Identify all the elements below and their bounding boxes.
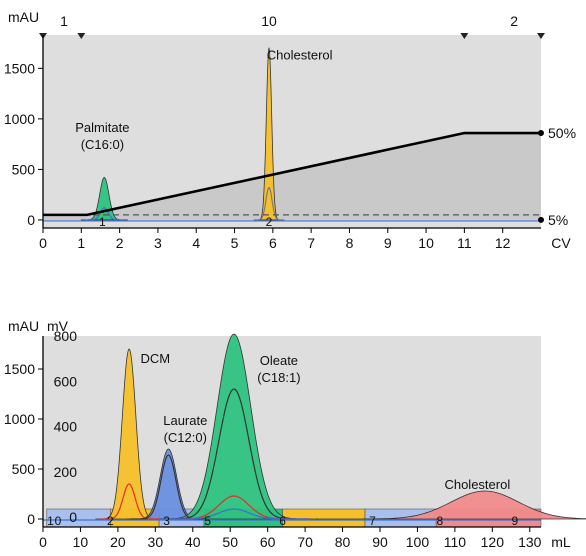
chart1-y-unit: mAU [8, 9, 39, 25]
chart2-y2-tick-label: 200 [54, 464, 78, 480]
chart2-peak-cholesterol [316, 490, 586, 520]
chart2-y2-tick-label: 800 [54, 328, 78, 344]
chart1-top-marker-label: 10 [261, 13, 277, 29]
chart2-fraction-label: 0 [55, 514, 62, 528]
chart2-x-tick-label: 30 [148, 534, 164, 550]
chart2-peak-label: Laurate [163, 413, 207, 428]
chart1-x-tick-label: 0 [39, 235, 47, 251]
chart2-y-tick-label: 1000 [4, 411, 35, 427]
chart1-fraction-label: 2 [266, 215, 273, 229]
chart1-baseline-end-dot [538, 216, 544, 223]
chart2-y2-unit: mV [47, 318, 69, 334]
chart1-peak-label: Palmitate [75, 120, 129, 135]
chart1-x-tick-label: 2 [116, 235, 124, 251]
chart1-inner-trace [85, 207, 124, 221]
chart1-x-axis-label: CV [551, 235, 571, 251]
chart2-fraction-label: 9 [511, 514, 518, 528]
chart1-x-tick-label: 5 [231, 235, 239, 251]
chart2-x-tick-label: 10 [73, 534, 89, 550]
chart1-group [38, 33, 545, 233]
chart1-x-tick-label: 12 [495, 235, 511, 251]
chart1-marker-triangle [537, 33, 545, 39]
chart1-x-tick-label: 11 [457, 235, 472, 251]
chart2-y-unit: mAU [8, 318, 39, 334]
chart1-marker-triangle [460, 33, 469, 39]
chart1-x-tick-label: 10 [418, 235, 434, 251]
chart2-fraction-label: 7 [369, 514, 376, 528]
chart2-peak-sublabel: (C18:1) [257, 370, 300, 385]
chart2-fraction-band [282, 508, 366, 528]
chart2-y-tick-label: 1500 [4, 361, 35, 377]
chart2-inner-trace [159, 508, 309, 520]
chart1-gradient-low-label: 5% [548, 212, 568, 228]
chart1-gradient-end-dot [538, 130, 544, 137]
chart1-peak-sublabel: (C16:0) [81, 137, 124, 152]
chart2-y-tick-label: 0 [27, 511, 35, 527]
chart2-fraction-label: 3 [163, 514, 170, 528]
chart2-fraction-label: 1 [47, 514, 54, 528]
chart2-y2-tick-label: 600 [54, 373, 78, 389]
chart1-x-tick-label: 8 [346, 235, 354, 251]
chart1-y-tick-label: 1000 [4, 111, 35, 127]
chart2-x-tick-label: 40 [185, 534, 201, 550]
chart2-x-tick-label: 60 [260, 534, 276, 550]
chart2-peak-label: DCM [141, 351, 171, 366]
chart2-peak-sublabel: (C12:0) [164, 430, 207, 445]
chart2-x-axis-label: mL [551, 534, 571, 550]
chart1-y-tick-label: 1500 [4, 60, 35, 76]
chart2-x-tick-label: 90 [372, 534, 388, 550]
chart1-peak-label: Cholesterol [267, 47, 333, 62]
chart1-top-marker-label: 2 [510, 13, 518, 29]
chart1-x-tick-label: 9 [384, 235, 392, 251]
chart1-inner-trace [253, 186, 285, 221]
chart1-x-tick-label: 3 [154, 235, 162, 251]
chart2-fraction-label: 8 [437, 514, 444, 528]
chart2-group [38, 333, 586, 532]
chart1-x-tick-label: 4 [192, 235, 200, 251]
chart2-x-tick-label: 50 [222, 534, 238, 550]
chart2-x-tick-label: 70 [297, 534, 313, 550]
chart2-x-tick-label: 110 [444, 534, 467, 550]
chart2-peak-label: Cholesterol [444, 477, 510, 492]
chart2-x-tick-label: 120 [481, 534, 505, 550]
chart1-gradient-high-label: 50% [548, 125, 576, 141]
chart2-fraction-label: 5 [204, 514, 211, 528]
chart2-y-tick-label: 500 [12, 461, 36, 477]
chart1-y-tick-label: 500 [12, 161, 36, 177]
chart1-x-tick-label: 1 [77, 235, 85, 251]
chart1-gradient-line [43, 131, 541, 217]
chart1-top-marker-label: 1 [60, 13, 68, 29]
chart1-x-tick-label: 6 [269, 235, 277, 251]
chart1-fraction-label: 1 [99, 215, 106, 229]
chart2-x-tick-label: 0 [39, 534, 47, 550]
chart1-marker-triangle [77, 33, 86, 39]
chart2-fraction-label: 2 [107, 514, 114, 528]
chart1-y-tick-label: 0 [27, 212, 35, 228]
chart2-x-tick-label: 100 [406, 534, 430, 550]
chart2-x-tick-label: 130 [518, 534, 542, 550]
chart2-y2-tick-label: 0 [69, 509, 77, 525]
chart2-fraction-label: 6 [279, 514, 286, 528]
chart2-x-tick-label: 20 [110, 534, 126, 550]
chart2-y2-tick-label: 400 [54, 419, 78, 435]
chart1-x-tick-label: 7 [307, 235, 315, 251]
chart2-inner-trace [99, 483, 160, 520]
chart2-x-tick-label: 80 [335, 534, 351, 550]
chart2-peak-label: Oleate [260, 353, 298, 368]
